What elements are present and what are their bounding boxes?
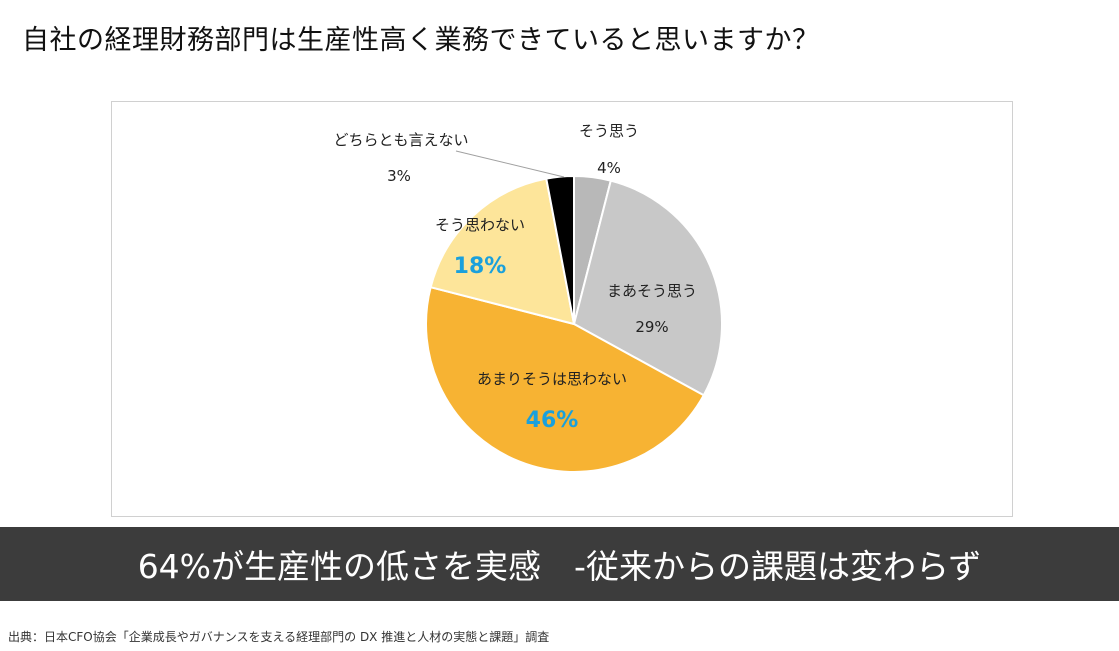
page-title: 自社の経理財務部門は生産性高く業務できていると思いますか？: [22, 25, 820, 56]
source-note: 出典：日本CFO協会「企業成長やガバナンスを支える経理部門の DX 推進と人材の…: [8, 630, 550, 644]
slice-label-2: まあそう思う: [607, 282, 697, 300]
summary-banner: 64%が生産性の低さを実感 -従来からの課題は変わらず: [0, 527, 1119, 601]
pie-chart: そう思う 4% まあそう思う 29% あまりそうは思わない 46% そう思わない 18% どちら…: [333, 122, 723, 473]
slice-label-4: そう思わない: [435, 216, 525, 234]
chart-frame: そう思う 4% まあそう思う 29% あまりそうは思わない 46% そう思わない 18% どちら…: [111, 101, 1013, 517]
slice-value-2: 29%: [635, 318, 668, 336]
slice-label-5: どちらとも言えない: [333, 131, 468, 149]
pie-slice-5: [545, 174, 575, 325]
slice-value-3: 46%: [526, 408, 579, 433]
pie-slice-4: [429, 177, 576, 326]
slice-value-5: 3%: [387, 167, 411, 185]
pie-slice-2: [572, 179, 723, 397]
slice-value-1: 4%: [597, 159, 621, 177]
leader-line: [455, 150, 565, 178]
slice-value-4: 18%: [454, 254, 507, 279]
slice-label-1: そう思う: [579, 122, 639, 140]
slice-label-3: あまりそうは思わない: [477, 370, 627, 388]
pie-slice-3: [425, 285, 706, 473]
